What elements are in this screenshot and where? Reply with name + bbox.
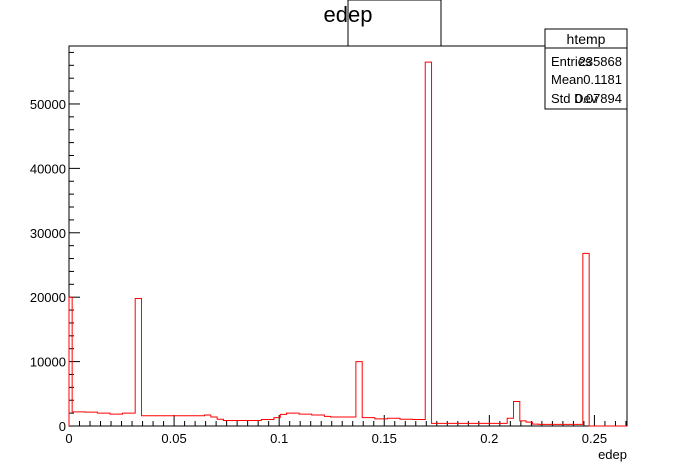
stats-entries-value: 235868 xyxy=(579,54,622,69)
histogram-bin xyxy=(72,412,85,426)
histogram-bin xyxy=(324,416,330,426)
histogram-bins xyxy=(68,61,627,427)
stats-stddev-value: 0.07894 xyxy=(575,91,622,106)
histogram-bin xyxy=(425,62,431,426)
histogram-bin xyxy=(331,417,356,426)
histogram-bin xyxy=(387,418,400,426)
y-tick-label: 30000 xyxy=(30,226,66,241)
x-tick-label: 0 xyxy=(65,431,72,446)
histogram-bin xyxy=(362,418,375,426)
stats-stddev-label: Std Dev xyxy=(551,91,598,106)
title-box xyxy=(347,0,442,47)
histogram-bin xyxy=(97,413,110,426)
stats-box: htemp Entries 235868 Mean 0.1181 Std Dev… xyxy=(544,28,628,110)
stats-box-frame xyxy=(544,28,628,110)
histogram-bin xyxy=(110,414,123,426)
histogram-bin xyxy=(299,414,312,426)
stats-entries-label: Entries xyxy=(551,54,592,69)
y-axis: 0 10000 20000 30000 40000 50000 xyxy=(30,51,80,434)
chart-title: edep xyxy=(324,2,373,27)
y-tick-label: 10000 xyxy=(30,355,66,370)
x-tick-label: 0.25 xyxy=(582,431,607,446)
histogram-bin xyxy=(280,414,286,426)
stats-mean-label: Mean xyxy=(551,72,584,87)
histogram-bin xyxy=(223,421,261,426)
x-axis-title: edep xyxy=(598,447,627,462)
y-tick-label: 50000 xyxy=(30,97,66,112)
histogram-bin xyxy=(123,413,136,426)
histogram-bin xyxy=(400,419,413,426)
x-axis: 0 0.05 0.1 0.15 0.2 0.25 xyxy=(65,415,627,446)
histogram-outline xyxy=(68,61,627,427)
y-tick-label: 40000 xyxy=(30,161,66,176)
histogram-bin xyxy=(356,362,362,426)
histogram-bin xyxy=(413,420,426,426)
y-tick-label: 20000 xyxy=(30,290,66,305)
y-tick-label: 0 xyxy=(59,419,66,434)
histogram-bin xyxy=(287,413,300,426)
x-tick-label: 0.05 xyxy=(161,431,186,446)
histogram-bin xyxy=(85,412,98,426)
stats-box-name: htemp xyxy=(567,31,606,47)
histogram-bin xyxy=(135,298,141,426)
histogram-bin xyxy=(514,402,520,426)
x-tick-label: 0.1 xyxy=(270,431,288,446)
histogram-bin xyxy=(217,419,223,426)
histogram-bin xyxy=(312,415,325,426)
histogram-bin xyxy=(375,419,388,426)
x-tick-label: 0.2 xyxy=(480,431,498,446)
plot-frame xyxy=(68,45,628,427)
stats-mean-value: 0.1181 xyxy=(583,72,622,87)
histogram-bin xyxy=(261,420,274,426)
x-tick-label: 0.15 xyxy=(372,431,397,446)
histogram-bin xyxy=(583,253,589,426)
